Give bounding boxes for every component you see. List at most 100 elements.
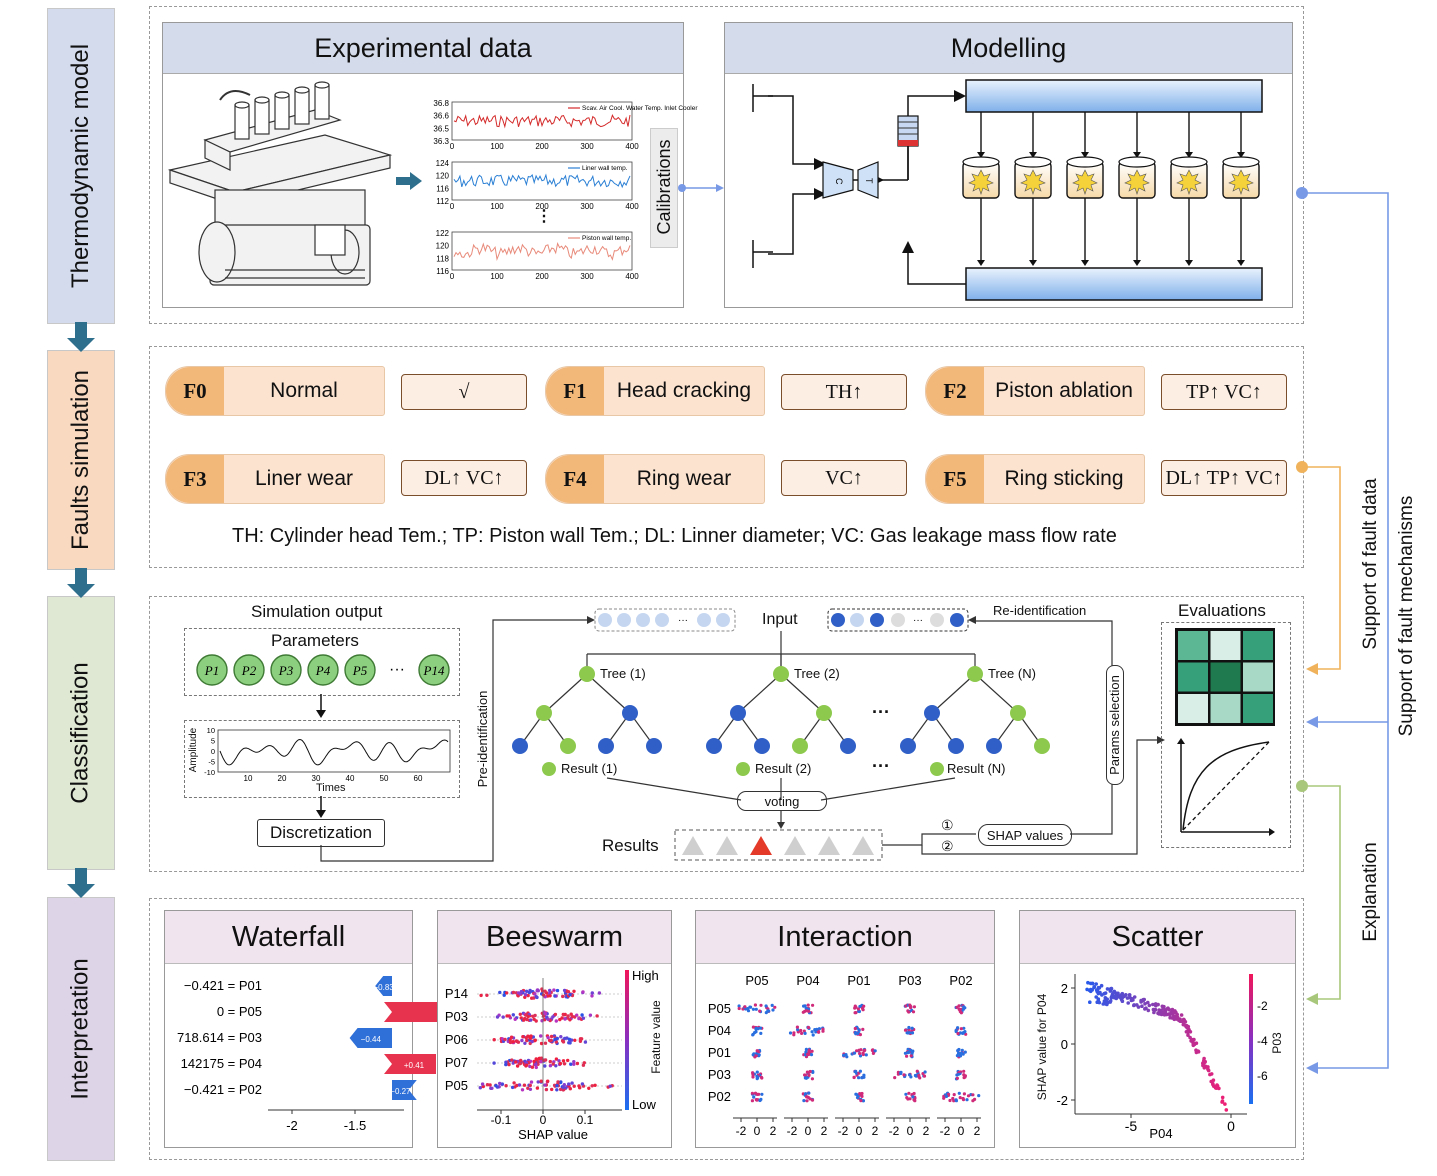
interaction-point <box>792 1033 796 1037</box>
interaction-point <box>858 1092 862 1096</box>
interaction-point <box>852 1051 857 1055</box>
parameter-label: P2 <box>241 663 257 678</box>
interaction-point <box>913 1099 917 1103</box>
beeswarm-point <box>528 1083 532 1088</box>
scatter-y-label: SHAP value for P04 <box>1035 993 1049 1101</box>
tick-label: -10 <box>204 768 215 777</box>
scatter-cbar-label: P03 <box>1270 1032 1284 1054</box>
interaction-point <box>751 1075 755 1079</box>
tree-node <box>792 738 808 754</box>
result-triangle <box>750 836 772 855</box>
beeswarm-point <box>543 1083 547 1087</box>
interaction-point <box>753 1031 757 1035</box>
scatter-point <box>1139 998 1143 1003</box>
beeswarm-point <box>559 1035 563 1039</box>
tick-label: 2 <box>1061 981 1068 996</box>
interaction-point <box>753 1003 757 1007</box>
result-triangle <box>784 836 806 855</box>
interaction-point <box>962 1026 966 1030</box>
feature-label: P06 <box>445 1032 468 1047</box>
interaction-point <box>803 1031 807 1035</box>
beeswarm-point <box>572 1062 576 1066</box>
scatter-point <box>1220 1095 1225 1100</box>
arrow-left-icon <box>1306 716 1318 728</box>
beeswarm-point <box>546 1079 550 1083</box>
waterfall-value: −0.83 <box>373 983 394 992</box>
beeswarm-point <box>543 989 547 993</box>
arrow-right-icon <box>1269 828 1275 836</box>
beeswarm-point <box>587 1086 591 1090</box>
ellipsis: ··· <box>913 615 923 626</box>
interaction-point <box>758 1009 762 1013</box>
interaction-point <box>910 1051 914 1055</box>
interaction-point <box>750 1099 754 1103</box>
interaction-point <box>903 1051 907 1055</box>
interaction-point <box>755 1098 759 1102</box>
beeswarm-point <box>553 1037 557 1042</box>
stage-thermodynamic-model: Thermodynamic model <box>47 8 115 324</box>
interaction-point <box>959 1011 963 1015</box>
tree-node <box>816 705 832 721</box>
interaction-point <box>806 1003 810 1007</box>
interaction-point <box>859 1099 863 1103</box>
tree-node <box>579 666 595 682</box>
input-dot <box>891 613 905 627</box>
timeseries-1: 36.8 36.6 36.5 36.3 0 100 200 300 400 Scav. Air C… <box>424 96 698 152</box>
feature-label: P05 <box>445 1078 468 1093</box>
beeswarm-point <box>560 1016 564 1020</box>
interaction-point <box>956 1072 961 1076</box>
scatter-point <box>1167 1007 1172 1012</box>
interaction-point <box>905 1096 909 1100</box>
parameter-label: P5 <box>352 663 368 678</box>
interaction-point <box>962 1005 966 1009</box>
interaction-point <box>755 1070 759 1074</box>
panel-title: Modelling <box>725 23 1292 74</box>
tick-label: 36.6 <box>433 112 449 121</box>
beeswarm-panel: Beeswarm <box>437 910 672 1148</box>
colorbar-low-label: Low <box>632 1097 656 1112</box>
interaction-point <box>956 1051 961 1055</box>
interaction-point <box>751 1033 755 1037</box>
tree-edge <box>586 673 631 714</box>
interaction-point <box>807 1009 811 1013</box>
interaction-point <box>873 1049 877 1053</box>
beeswarm-point <box>548 994 552 998</box>
interaction-point <box>749 1005 753 1009</box>
tree-node <box>948 738 964 754</box>
tick-label: 112 <box>436 197 449 206</box>
interaction-point <box>759 1075 764 1079</box>
beeswarm-point <box>558 1061 563 1066</box>
fault-f0: F0 Normal <box>165 366 385 416</box>
tree-label: Tree (N) <box>988 666 1036 681</box>
beeswarm-point <box>569 1062 573 1066</box>
re-identification-line <box>972 620 1113 666</box>
beeswarm-point <box>535 1086 540 1090</box>
scatter-panel: Scatter <box>1019 910 1296 1148</box>
beeswarm-point <box>562 1062 567 1066</box>
beeswarm-point <box>551 1062 555 1066</box>
interaction-point <box>910 1031 915 1035</box>
timeseries-3: 122 120 118 116 0 100 200 300 400 Piston wall tem… <box>424 226 640 282</box>
confusion-matrix-cell <box>1178 631 1208 660</box>
interaction-point <box>961 1052 965 1056</box>
interaction-point <box>915 1069 919 1073</box>
scatter-point <box>1092 985 1097 989</box>
beeswarm-point <box>554 1019 558 1023</box>
scatter-point <box>1211 1078 1216 1082</box>
arrow-down-icon <box>977 152 985 158</box>
interaction-point <box>807 1091 811 1095</box>
turbo-c-label: C <box>834 178 844 185</box>
arrow-down-icon <box>1185 260 1193 266</box>
beeswarm-point <box>485 993 489 997</box>
result-triangle <box>852 836 874 855</box>
interaction-point <box>805 1095 809 1099</box>
interaction-point <box>966 1094 971 1098</box>
arrow-up-icon <box>1177 738 1185 744</box>
fault-code: F1 <box>546 367 604 415</box>
flow-arrow <box>316 694 326 718</box>
beeswarm-point <box>552 988 556 992</box>
interaction-point <box>961 1031 965 1035</box>
beeswarm-point <box>498 990 502 995</box>
scatter-point <box>1156 1002 1160 1007</box>
beeswarm-point <box>534 1057 538 1061</box>
